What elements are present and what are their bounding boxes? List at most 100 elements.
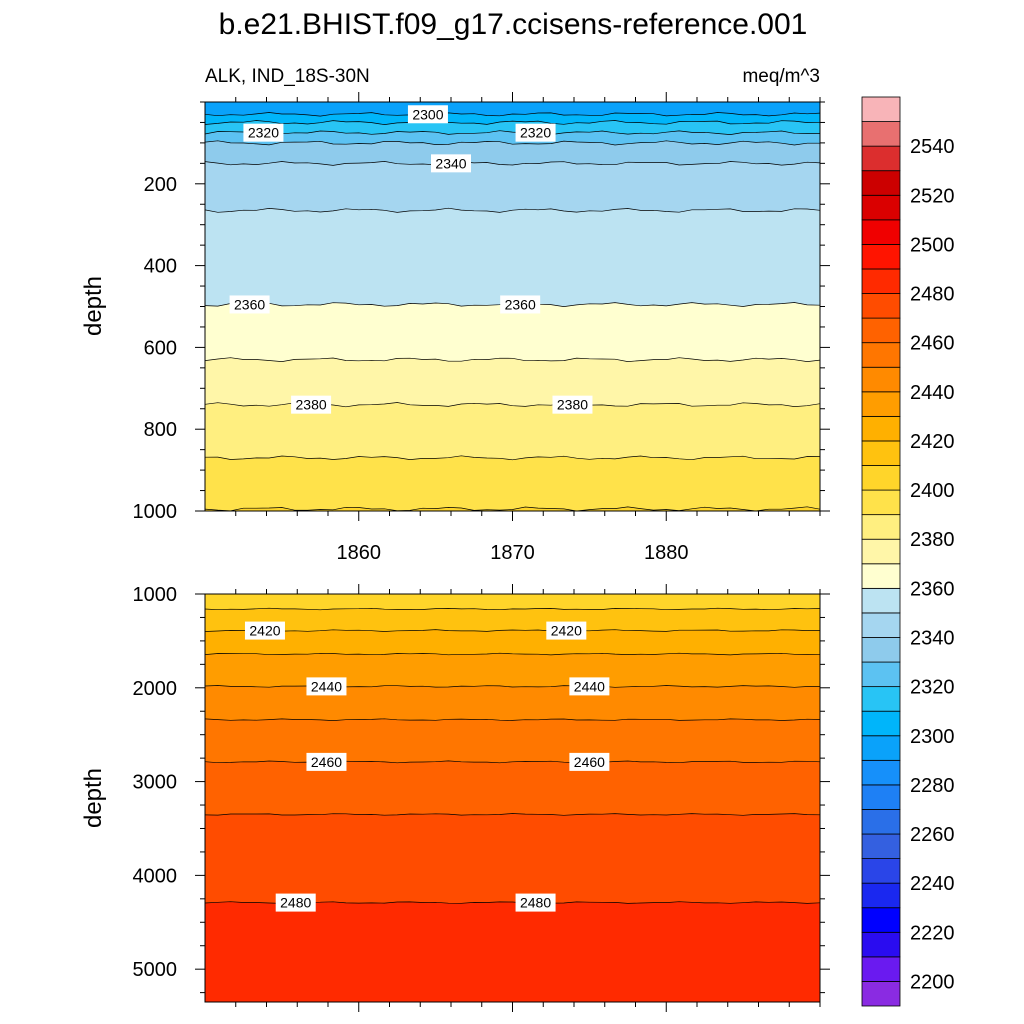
colorbar-swatch bbox=[861, 686, 901, 712]
colorbar-tick-label: 2340 bbox=[910, 627, 955, 649]
lower-contour-line-2410 bbox=[205, 607, 820, 611]
lower-contour-label: 2440 bbox=[574, 678, 605, 694]
colorbar-swatch bbox=[861, 244, 901, 270]
upper-contour-line-2400 bbox=[205, 506, 820, 511]
lower-contour-label: 2420 bbox=[551, 623, 582, 639]
colorbar-swatch bbox=[861, 170, 901, 196]
colorbar-swatch bbox=[861, 268, 901, 294]
upper-contour-label-box bbox=[243, 123, 284, 142]
colorbar-swatch bbox=[861, 710, 901, 737]
upper-contour-label-box bbox=[407, 105, 448, 124]
colorbar-swatch bbox=[861, 440, 901, 466]
colorbar-tick-label: 2300 bbox=[910, 726, 955, 748]
colorbar-tick-label: 2500 bbox=[910, 234, 955, 256]
upper-contour-label: 2360 bbox=[505, 296, 536, 312]
upper-contour-line-2350 bbox=[205, 207, 820, 213]
upper-contour-label-box bbox=[515, 123, 556, 142]
colorbar-swatch bbox=[861, 489, 901, 516]
lower-filled-bands bbox=[205, 594, 820, 1002]
lower-y-axis-label: depth bbox=[80, 768, 107, 828]
colorbar-tick-label: 2280 bbox=[910, 775, 955, 797]
upper-contour-line-2300 bbox=[205, 112, 820, 117]
lower-contour-label-box bbox=[275, 893, 316, 912]
upper-band-2400 bbox=[205, 506, 820, 511]
colorbar-swatch bbox=[861, 121, 901, 147]
lower-contour-line-2420 bbox=[205, 629, 820, 632]
lower-band-2440 bbox=[205, 685, 820, 721]
lower-y-tick-label: 3000 bbox=[133, 772, 178, 794]
figure-title: b.e21.BHIST.f09_g17.ccisens-reference.00… bbox=[219, 8, 808, 41]
lower-contour-label: 2480 bbox=[520, 895, 551, 911]
colorbar-swatch bbox=[861, 735, 901, 761]
units-label: meq/m^3 bbox=[742, 66, 820, 87]
upper-contour-line-2390 bbox=[205, 455, 820, 461]
colorbar-swatch bbox=[861, 96, 901, 122]
upper-contour-label-box bbox=[229, 295, 270, 314]
lower-contour-line-2470 bbox=[205, 813, 820, 816]
colorbar-swatch bbox=[861, 612, 901, 638]
upper-band-2370 bbox=[205, 357, 820, 407]
colorbar-swatch bbox=[861, 563, 901, 589]
colorbar-swatch bbox=[861, 907, 901, 933]
lower-band-2410 bbox=[205, 608, 820, 632]
colorbar-tick-label: 2380 bbox=[910, 529, 955, 551]
colorbar-swatch bbox=[861, 342, 901, 368]
upper-band-2310 bbox=[205, 120, 820, 135]
colorbar-swatch bbox=[861, 538, 901, 565]
colorbar-tick-label: 2260 bbox=[910, 824, 955, 846]
upper-contour-label-box bbox=[431, 154, 471, 173]
colorbar-swatch bbox=[861, 858, 901, 884]
upper-y-tick-label: 200 bbox=[144, 174, 177, 196]
upper-contour-line-2370 bbox=[205, 357, 820, 362]
lower-contour-label-box bbox=[306, 752, 347, 771]
upper-contour-label: 2380 bbox=[557, 397, 588, 413]
colorbar-swatch bbox=[861, 661, 901, 688]
upper-contour-label: 2320 bbox=[248, 125, 279, 141]
colorbar-tick-label: 2400 bbox=[910, 480, 955, 502]
colorbar-tick-label: 2200 bbox=[910, 971, 955, 993]
upper-band-2290 bbox=[205, 102, 820, 117]
colorbar-tick-label: 2440 bbox=[910, 382, 955, 404]
lower-contour-label: 2480 bbox=[280, 895, 311, 911]
upper-contour-label-box bbox=[291, 395, 332, 414]
upper-contour-line-2340 bbox=[205, 161, 820, 166]
upper-band-2320 bbox=[205, 130, 820, 145]
upper-contour-label-box bbox=[500, 295, 541, 314]
lower-contour-line-2450 bbox=[205, 718, 820, 721]
lower-contour-label: 2420 bbox=[249, 623, 280, 639]
lower-y-tick-label: 1000 bbox=[133, 584, 178, 606]
upper-band-2340 bbox=[205, 161, 820, 213]
lower-band-2400 bbox=[205, 594, 820, 610]
upper-depth-panel: 2300 2320 2320 2340 2360 2360 2380 2380 200 400 60… bbox=[133, 92, 830, 564]
colorbar-swatch bbox=[861, 931, 901, 958]
upper-y-tick-label: 600 bbox=[144, 337, 177, 359]
upper-contour-line-2310 bbox=[205, 119, 820, 125]
colorbar-tick-label: 2220 bbox=[910, 922, 955, 944]
colorbar-tick-label: 2480 bbox=[910, 284, 955, 306]
lower-band-2470 bbox=[205, 813, 820, 904]
colorbar-swatch bbox=[861, 981, 901, 1007]
colorbar-swatch bbox=[861, 637, 901, 663]
colorbar-tick-label: 2360 bbox=[910, 578, 955, 600]
colorbar-swatch bbox=[861, 194, 901, 221]
lower-band-2480 bbox=[205, 901, 820, 1002]
colorbar-swatch bbox=[861, 882, 901, 909]
upper-contour-label: 2380 bbox=[296, 397, 327, 413]
colorbar-swatch bbox=[861, 317, 901, 344]
upper-y-axis-label: depth bbox=[80, 276, 107, 336]
upper-y-tick-label: 800 bbox=[144, 419, 177, 441]
lower-contour-label-box bbox=[569, 677, 610, 696]
colorbar-swatch bbox=[861, 391, 901, 417]
lower-depth-panel: 2420 2420 2440 2440 2460 2460 2480 2480 1000 2000… bbox=[133, 584, 830, 1012]
upper-contour-label: 2320 bbox=[520, 125, 551, 141]
x-tick-label: 1870 bbox=[490, 542, 535, 564]
colorbar-tick-label: 2320 bbox=[910, 677, 955, 699]
lower-band-2450 bbox=[205, 718, 820, 763]
lower-y-tick-label: 2000 bbox=[133, 678, 178, 700]
upper-band-2380 bbox=[205, 402, 820, 460]
lower-contour-label-box bbox=[244, 621, 285, 640]
colorbar-swatch bbox=[861, 293, 901, 319]
upper-y-tick-label: 1000 bbox=[133, 501, 178, 523]
lower-band-2460 bbox=[205, 760, 820, 816]
upper-contour-label: 2300 bbox=[412, 106, 443, 122]
